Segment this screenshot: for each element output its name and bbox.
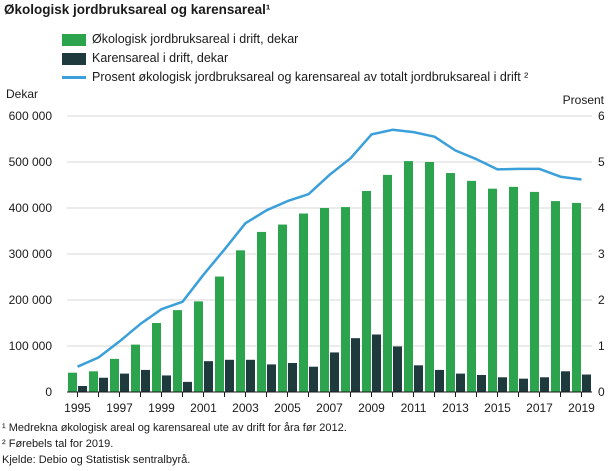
bar-organic <box>257 231 266 392</box>
bar-quarantine <box>540 377 549 392</box>
y-tick-right: 0 <box>598 385 605 399</box>
footnote-1: ¹ Medrekna økologisk areal og karensarea… <box>2 422 347 434</box>
legend-label-organic: Økologisk jordbruksareal i drift, dekar <box>92 32 299 46</box>
bar-quarantine <box>225 359 234 392</box>
legend: Økologisk jordbruksareal i drift, dekar … <box>62 30 528 87</box>
bar-organic <box>425 162 434 392</box>
bar-organic <box>215 276 224 392</box>
bar-organic <box>530 191 539 392</box>
x-tick-label: 2001 <box>190 401 217 415</box>
x-tick-label: 2013 <box>442 401 469 415</box>
y-tick-right: 4 <box>598 201 605 215</box>
bar-organic <box>383 174 392 392</box>
bar-organic <box>68 372 77 392</box>
bar-quarantine <box>582 374 591 392</box>
legend-item-quarantine: Karensareal i drift, dekar <box>62 49 528 68</box>
bar-quarantine <box>477 374 486 392</box>
x-tick-label: 1995 <box>64 401 91 415</box>
bar-quarantine <box>141 369 150 392</box>
bar-quarantine <box>393 346 402 392</box>
y-tick-right: 3 <box>598 247 605 261</box>
bar-quarantine <box>435 369 444 392</box>
bar-organic <box>152 323 161 392</box>
y-tick-left: 500 000 <box>9 155 53 169</box>
y-tick-right: 2 <box>598 293 605 307</box>
bar-organic <box>488 188 497 392</box>
bar-quarantine <box>414 365 423 392</box>
x-tick-label: 2007 <box>316 401 343 415</box>
bar-quarantine <box>267 364 276 392</box>
y-tick-right: 6 <box>598 109 605 123</box>
bar-quarantine <box>519 378 528 392</box>
y-axis-title-right: Prosent <box>563 93 605 107</box>
y-tick-left: 100 000 <box>9 339 53 353</box>
bar-organic <box>446 173 455 392</box>
legend-swatch-quarantine <box>62 52 86 65</box>
chart-title: Økologisk jordbruksareal og karensareal¹ <box>4 2 271 17</box>
bar-organic <box>236 250 245 392</box>
bar-quarantine <box>183 381 192 392</box>
legend-item-organic: Økologisk jordbruksareal i drift, dekar <box>62 30 528 49</box>
x-tick-label: 2019 <box>568 401 595 415</box>
bar-organic <box>110 358 119 392</box>
bar-organic <box>278 224 287 392</box>
bar-quarantine <box>456 373 465 392</box>
x-tick-label: 2015 <box>484 401 511 415</box>
line-percent <box>76 128 582 368</box>
x-tick-label: 1999 <box>148 401 175 415</box>
y-tick-left: 300 000 <box>9 247 53 261</box>
bar-quarantine <box>162 375 171 392</box>
y-tick-left: 0 <box>45 385 52 399</box>
bar-quarantine <box>561 371 570 392</box>
footnote-2: ² Førebels tal for 2019. <box>2 438 114 450</box>
y-axis-title-left: Dekar <box>6 87 38 101</box>
x-tick-label: 2003 <box>232 401 259 415</box>
bar-organic <box>173 310 182 392</box>
legend-label-percent: Prosent økologisk jordbruksareal og kare… <box>92 70 529 84</box>
bar-quarantine <box>351 338 360 392</box>
bar-quarantine <box>309 366 318 392</box>
bar-quarantine <box>120 373 129 392</box>
legend-label-quarantine: Karensareal i drift, dekar <box>92 51 229 65</box>
bar-organic <box>551 201 560 392</box>
bar-organic <box>467 180 476 392</box>
y-tick-left: 200 000 <box>9 293 53 307</box>
bar-quarantine <box>99 377 108 392</box>
bar-quarantine <box>288 363 297 392</box>
bar-organic <box>194 301 203 392</box>
legend-swatch-organic <box>62 33 86 46</box>
bar-quarantine <box>330 352 339 392</box>
legend-swatch-percent <box>62 76 86 79</box>
bar-organic <box>341 207 350 392</box>
bar-organic <box>572 202 581 392</box>
bar-organic <box>362 190 371 392</box>
bar-organic <box>320 208 329 392</box>
bar-quarantine <box>204 361 213 392</box>
y-tick-right: 1 <box>598 339 605 353</box>
bar-organic <box>131 344 140 392</box>
x-tick-label: 2009 <box>358 401 385 415</box>
x-tick-label: 2005 <box>274 401 301 415</box>
bar-organic <box>509 186 518 392</box>
x-tick-label: 2017 <box>526 401 553 415</box>
x-tick-label: 1997 <box>106 401 133 415</box>
bar-organic <box>404 161 413 392</box>
y-tick-right: 5 <box>598 155 605 169</box>
footnotes: ¹ Medrekna økologisk areal og karensarea… <box>2 420 347 468</box>
bar-quarantine <box>78 386 87 392</box>
bar-quarantine <box>498 377 507 392</box>
source-note: Kjelde: Debio og Statistisk sentralbyrå. <box>2 454 191 466</box>
legend-item-percent: Prosent økologisk jordbruksareal og kare… <box>62 68 528 87</box>
y-tick-left: 400 000 <box>9 201 53 215</box>
bar-quarantine <box>372 334 381 392</box>
bar-organic <box>299 213 308 392</box>
x-tick-label: 2011 <box>401 401 427 415</box>
bar-organic <box>89 371 98 392</box>
bar-quarantine <box>246 359 255 392</box>
y-tick-left: 600 000 <box>9 109 53 123</box>
